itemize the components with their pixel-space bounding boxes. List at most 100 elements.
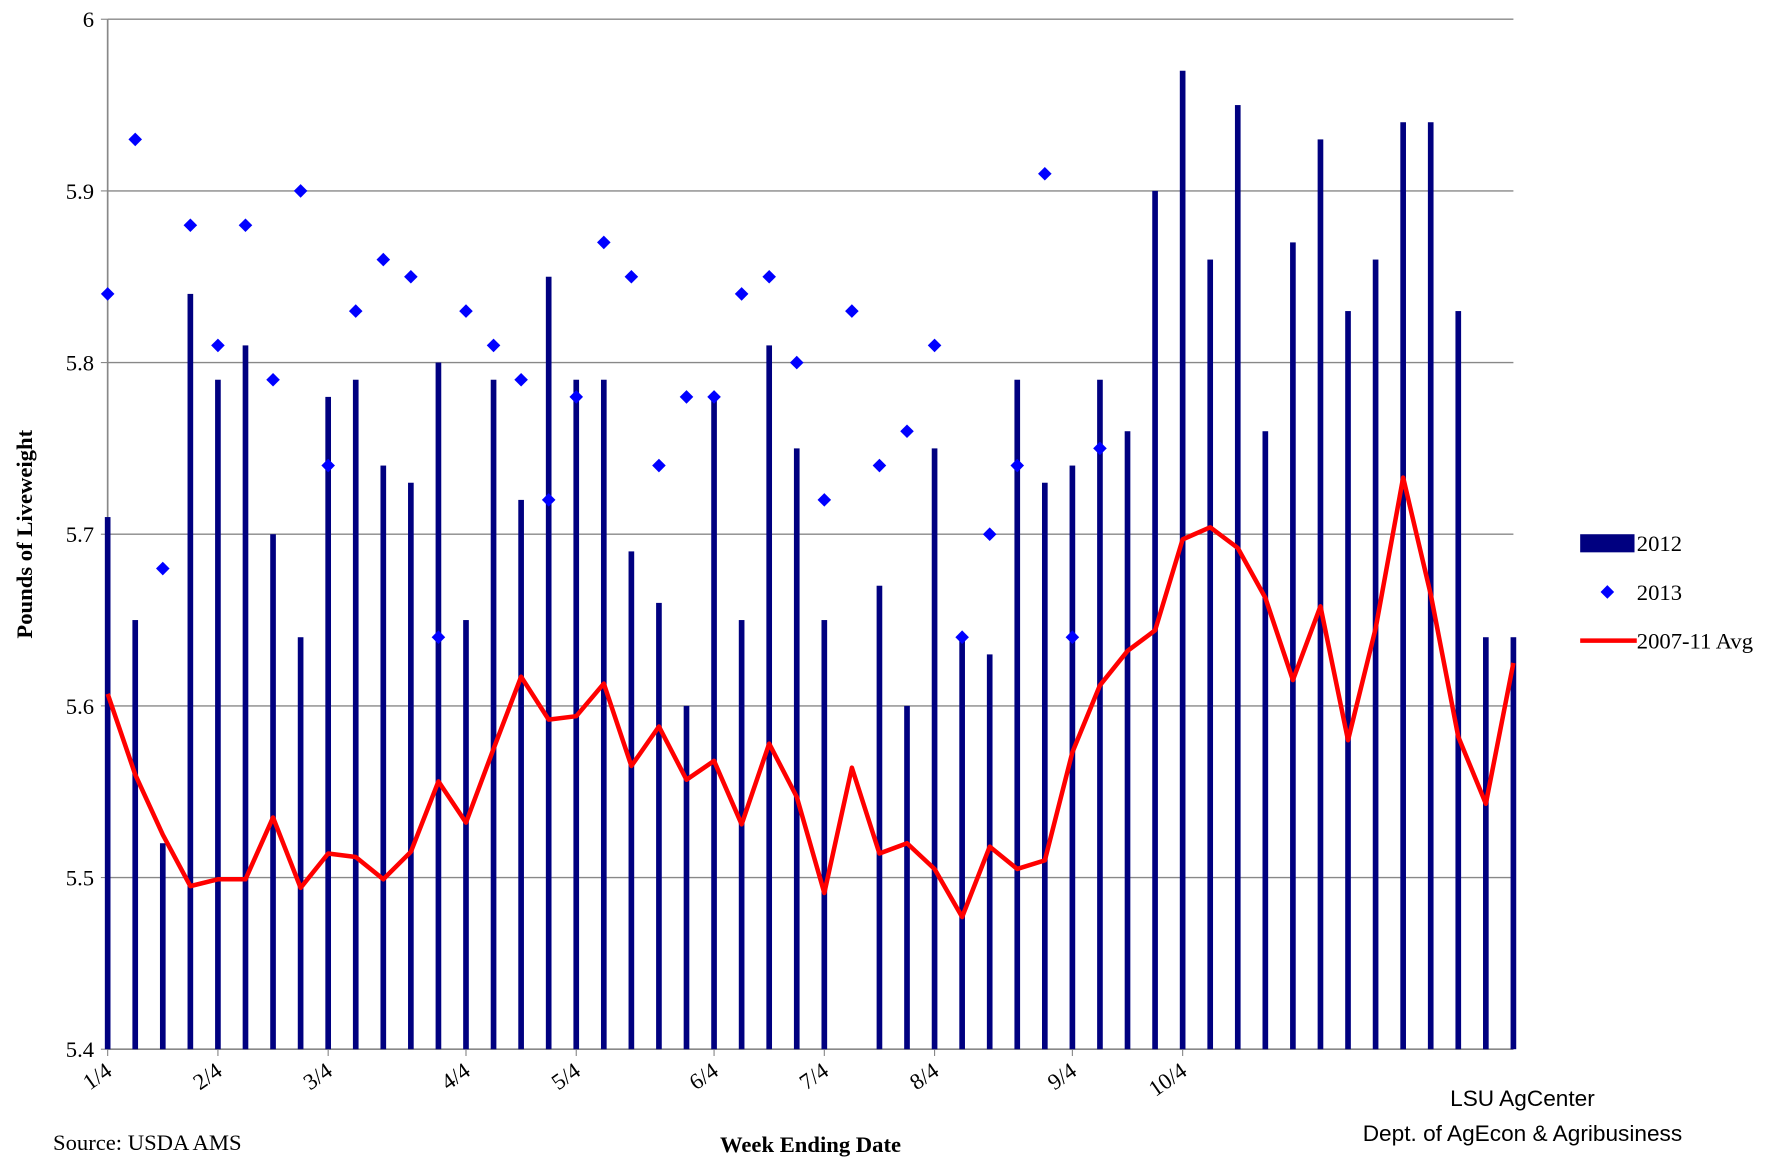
diamond-marker — [1010, 458, 1025, 473]
x-tick-label: 5/4 — [547, 1058, 585, 1095]
y-tick-label: 5.6 — [66, 694, 94, 719]
bar — [242, 345, 249, 1050]
bar — [132, 620, 139, 1050]
source-note: Source: USDA AMS — [53, 1130, 242, 1155]
legend-label: 2013 — [1637, 580, 1682, 605]
bar — [738, 620, 745, 1050]
diamond-marker — [707, 390, 721, 404]
bar — [187, 293, 194, 1050]
diamond-marker — [321, 458, 335, 473]
bar — [904, 705, 910, 1050]
y-tick-label: 5.4 — [66, 1037, 94, 1062]
y-tick-label: 5.7 — [66, 522, 94, 547]
bar — [821, 620, 828, 1050]
diamond-marker — [652, 458, 666, 473]
bar — [1207, 259, 1214, 1050]
bar — [766, 345, 773, 1050]
bar — [1372, 259, 1379, 1050]
y-tick-label: 5.9 — [66, 179, 94, 204]
diamond-marker — [679, 390, 694, 404]
diamond-marker — [955, 630, 969, 645]
diamond-marker — [845, 304, 859, 318]
diamond-marker — [459, 304, 473, 318]
x-tick-label: 8/4 — [905, 1058, 943, 1095]
credit-line: LSU AgCenter — [1450, 1086, 1595, 1111]
bar — [435, 362, 442, 1050]
bar — [1041, 482, 1048, 1050]
bar — [1124, 431, 1131, 1050]
diamond-marker — [900, 424, 914, 439]
bar — [1097, 379, 1103, 1050]
x-tick-label: 2/4 — [188, 1058, 226, 1095]
x-tick-label: 4/4 — [436, 1058, 474, 1095]
y-tick-label: 5.5 — [66, 865, 94, 890]
x-tick-label: 10/4 — [1144, 1058, 1191, 1102]
diamond-marker — [211, 338, 225, 353]
bar — [545, 276, 552, 1050]
bar — [793, 448, 800, 1050]
bar — [1290, 242, 1296, 1050]
diamond-marker — [927, 338, 942, 353]
bar — [352, 379, 359, 1050]
bar — [490, 379, 497, 1050]
bar — [959, 637, 965, 1050]
x-tick-label: 3/4 — [299, 1058, 337, 1095]
diamond-marker — [156, 561, 170, 576]
bar — [297, 637, 304, 1050]
diamond-marker — [1038, 166, 1052, 181]
bar — [1234, 105, 1241, 1050]
x-tick-label: 6/4 — [685, 1058, 723, 1095]
x-tick-label: 1/4 — [78, 1058, 116, 1095]
diamond-marker — [762, 269, 776, 284]
bar — [628, 551, 635, 1050]
x-tick-label: 9/4 — [1043, 1058, 1081, 1095]
diamond-marker — [817, 493, 832, 507]
diamond-marker — [486, 338, 501, 353]
legend-label: 2007-11 Avg — [1637, 629, 1753, 654]
bar — [1483, 637, 1489, 1050]
bar — [711, 396, 717, 1050]
diamond-marker — [100, 287, 115, 301]
bar — [159, 843, 166, 1050]
average-line — [105, 475, 1516, 920]
diamond-marker — [348, 304, 363, 318]
bar — [1455, 311, 1462, 1050]
credit-line: Dept. of AgEcon & Agribusiness — [1363, 1121, 1682, 1146]
diamond-marker — [1093, 441, 1107, 456]
diamond-marker — [238, 218, 253, 233]
bar — [270, 534, 276, 1050]
diamond-marker — [597, 235, 611, 250]
diamond-marker — [734, 287, 749, 301]
legend-label: 2012 — [1637, 531, 1682, 556]
x-tick-label: 7/4 — [795, 1058, 833, 1095]
bar — [1510, 637, 1517, 1050]
bar — [215, 379, 221, 1050]
diamond-marker — [514, 372, 528, 387]
bar — [876, 585, 883, 1050]
bar — [463, 620, 469, 1050]
bar — [683, 705, 690, 1050]
bar — [1345, 311, 1351, 1050]
bar — [325, 396, 332, 1050]
bar — [931, 448, 938, 1050]
bar — [518, 499, 524, 1050]
diamond-marker — [266, 372, 280, 387]
diamond-marker — [624, 269, 639, 284]
bar — [1317, 139, 1324, 1050]
diamond-marker — [872, 458, 887, 473]
y-tick-label: 6 — [83, 7, 94, 32]
diamond-marker — [1065, 630, 1080, 645]
bar — [1014, 379, 1021, 1050]
bar — [600, 379, 607, 1050]
bar — [656, 602, 662, 1050]
bar — [408, 482, 414, 1050]
bar — [1262, 431, 1269, 1050]
diamond-marker — [404, 269, 418, 284]
diamond-marker — [541, 493, 556, 507]
diamond-marker — [569, 390, 584, 404]
y-axis-label: Pounds of Liveweight — [12, 429, 37, 638]
diamond-marker — [183, 218, 198, 233]
bar — [1400, 122, 1406, 1050]
diamond-marker — [789, 355, 804, 370]
